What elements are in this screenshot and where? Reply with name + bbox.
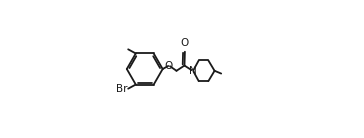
Text: O: O (181, 38, 189, 48)
Text: N: N (189, 66, 196, 76)
Text: Br: Br (116, 84, 127, 94)
Text: O: O (165, 61, 173, 71)
